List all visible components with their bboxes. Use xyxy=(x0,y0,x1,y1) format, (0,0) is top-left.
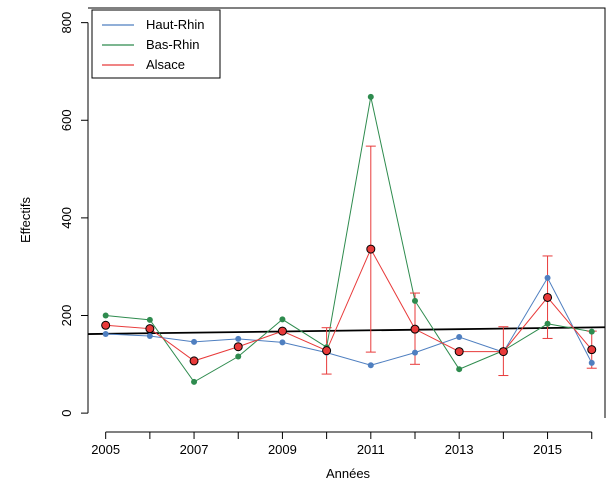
point-alsace-2012 xyxy=(410,324,420,334)
point-bas-rhin-2013 xyxy=(456,366,463,373)
point-alsace-2013 xyxy=(454,347,464,357)
y-tick-label-800: 800 xyxy=(59,12,74,34)
point-alsace-2009 xyxy=(277,326,287,336)
legend-box xyxy=(91,9,221,79)
point-haut-rhin-2016 xyxy=(588,359,595,366)
x-axis-label: Années xyxy=(326,466,371,481)
x-tick-label-2013: 2013 xyxy=(445,442,474,457)
y-tick-label-0: 0 xyxy=(59,410,74,417)
point-haut-rhin-2006 xyxy=(146,333,153,339)
point-bas-rhin-2015 xyxy=(544,320,551,327)
point-bas-rhin-2011 xyxy=(367,93,374,100)
legend-label-alsace: Alsace xyxy=(146,57,185,72)
point-alsace-2006 xyxy=(145,324,155,334)
x-tick-label-2007: 2007 xyxy=(180,442,209,457)
point-bas-rhin-2006 xyxy=(146,316,153,323)
point-alsace-2011 xyxy=(366,244,376,254)
point-haut-rhin-2008 xyxy=(235,335,242,342)
point-bas-rhin-2005 xyxy=(102,312,109,319)
point-bas-rhin-2008 xyxy=(235,353,242,360)
point-bas-rhin-2009 xyxy=(279,316,286,323)
x-tick-label-2015: 2015 xyxy=(533,442,562,457)
y-tick-label-200: 200 xyxy=(59,305,74,327)
point-bas-rhin-2007 xyxy=(191,378,198,385)
point-haut-rhin-2007 xyxy=(191,338,198,345)
series-line-haut-rhin xyxy=(105,276,593,366)
series-line-bas-rhin xyxy=(105,96,592,383)
point-haut-rhin-2005 xyxy=(102,331,109,338)
x-tick-label-2005: 2005 xyxy=(91,442,120,457)
point-haut-rhin-2013 xyxy=(456,333,463,340)
series-line-alsace xyxy=(105,247,593,362)
y-axis-label: Effectifs xyxy=(18,197,33,244)
point-alsace-2007 xyxy=(189,356,199,366)
legend-label-haut-rhin: Haut-Rhin xyxy=(146,17,205,32)
point-alsace-2010 xyxy=(322,346,332,356)
point-haut-rhin-2012 xyxy=(411,349,418,356)
point-alsace-2008 xyxy=(233,342,243,352)
trend-line xyxy=(87,326,606,335)
point-bas-rhin-2012 xyxy=(411,297,418,304)
point-alsace-2016 xyxy=(587,345,597,355)
y-tick-label-400: 400 xyxy=(59,207,74,229)
x-tick-label-2011: 2011 xyxy=(357,442,385,457)
point-alsace-2005 xyxy=(101,320,111,330)
point-bas-rhin-2016 xyxy=(588,328,595,335)
point-alsace-2014 xyxy=(498,347,508,357)
point-haut-rhin-2009 xyxy=(279,339,286,346)
legend-label-bas-rhin: Bas-Rhin xyxy=(146,37,199,52)
point-haut-rhin-2015 xyxy=(544,274,551,281)
point-alsace-2015 xyxy=(543,292,553,302)
point-haut-rhin-2011 xyxy=(367,362,374,369)
plot-border xyxy=(88,7,606,418)
x-tick-label-2009: 2009 xyxy=(268,442,297,457)
y-tick-label-600: 600 xyxy=(59,109,74,131)
